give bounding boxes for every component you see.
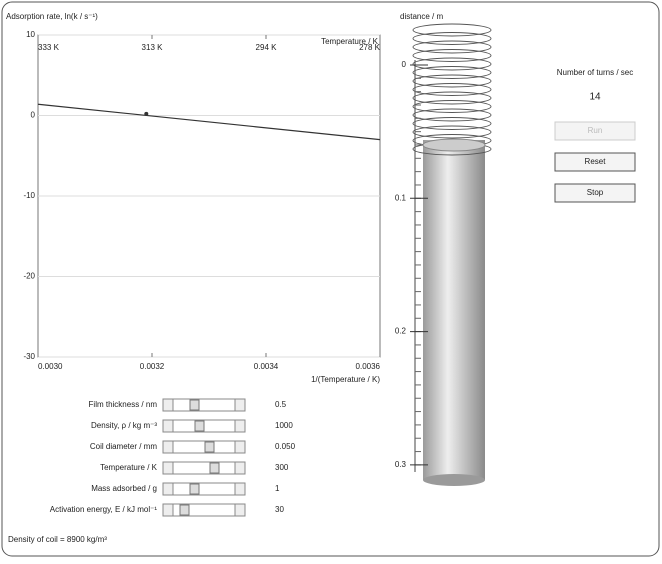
control-value: 0.5 xyxy=(275,400,287,409)
coil-turn xyxy=(412,40,492,54)
coil-turn xyxy=(412,83,492,96)
top-tick-label: 278 K xyxy=(359,43,381,52)
slider-thumb[interactable] xyxy=(204,441,215,453)
x-tick-label: 0.0030 xyxy=(38,362,63,371)
slider-left-arrow[interactable] xyxy=(162,482,174,496)
slider-left-arrow[interactable] xyxy=(162,398,174,412)
scale-label: distance / m xyxy=(400,12,443,21)
x-axis-label: 1/(Temperature / K) xyxy=(311,375,380,384)
coil-turn xyxy=(412,23,492,37)
slider-track[interactable] xyxy=(162,398,246,412)
slider-right-arrow[interactable] xyxy=(234,398,246,412)
coil-turn xyxy=(412,100,492,113)
control-label: Film thickness / nm xyxy=(89,400,158,409)
top-tick-label: 333 K xyxy=(38,43,60,52)
scale-tick-label: 0 xyxy=(402,60,407,69)
y-tick-label: 0 xyxy=(31,111,36,120)
control-value: 1 xyxy=(275,484,280,493)
top-axis-label: Temperature / K xyxy=(321,37,379,46)
slider-thumb[interactable] xyxy=(209,462,220,474)
y-tick-label: -10 xyxy=(23,191,35,200)
coil-turn xyxy=(412,117,492,130)
slider-track[interactable] xyxy=(162,482,246,496)
cylinder xyxy=(423,140,485,480)
slider-left-arrow[interactable] xyxy=(162,419,174,433)
slider-thumb[interactable] xyxy=(179,504,190,516)
button-label[interactable]: Reset xyxy=(585,157,607,166)
button[interactable] xyxy=(554,183,636,203)
button-label[interactable]: Stop xyxy=(587,188,604,197)
coil-turn xyxy=(412,91,492,105)
x-tick-label: 0.0036 xyxy=(356,362,381,371)
x-tick-label: 0.0034 xyxy=(254,362,279,371)
top-tick-label: 294 K xyxy=(256,43,278,52)
slider-left-arrow[interactable] xyxy=(162,440,174,454)
y-tick-label: -20 xyxy=(23,272,35,281)
button-label[interactable]: Run xyxy=(588,126,603,135)
control-label: Temperature / K xyxy=(100,463,158,472)
button[interactable] xyxy=(554,121,636,141)
x-tick-label: 0.0032 xyxy=(140,362,165,371)
slider-track[interactable] xyxy=(162,440,246,454)
top-tick-label: 313 K xyxy=(142,43,164,52)
coil xyxy=(412,23,492,156)
scale-tick-label: 0.3 xyxy=(395,460,407,469)
y-tick-label: -30 xyxy=(23,352,35,361)
slider-right-arrow[interactable] xyxy=(234,419,246,433)
slider-right-arrow[interactable] xyxy=(234,461,246,475)
counter-value: 14 xyxy=(589,92,601,103)
slider-left-arrow[interactable] xyxy=(162,503,174,517)
control-value: 1000 xyxy=(275,421,293,430)
cylinder-top xyxy=(422,138,486,152)
coil-turn xyxy=(412,108,492,122)
control-label: Mass adsorbed / g xyxy=(91,484,157,493)
cylinder-base xyxy=(423,474,485,486)
counter-label: Number of turns / sec xyxy=(557,68,633,77)
scale-tick-label: 0.2 xyxy=(395,327,407,336)
control-label: Coil diameter / mm xyxy=(90,442,157,451)
control-label: Density, ρ / kg m⁻³ xyxy=(91,421,157,430)
coil-turn xyxy=(412,57,492,71)
control-value: 0.050 xyxy=(275,442,296,451)
slider-track[interactable] xyxy=(162,461,246,475)
coil-turn xyxy=(412,32,492,45)
slider-left-arrow[interactable] xyxy=(162,461,174,475)
data-marker xyxy=(144,111,149,116)
button[interactable] xyxy=(554,152,636,172)
coil-turn xyxy=(412,125,492,139)
y-tick-label: 10 xyxy=(26,30,35,39)
coil-turn xyxy=(412,74,492,88)
slider-right-arrow[interactable] xyxy=(234,503,246,517)
control-value: 300 xyxy=(275,463,289,472)
slider-right-arrow[interactable] xyxy=(234,440,246,454)
footer: Density of coil = 8900 kg/m³ xyxy=(8,535,107,544)
slider-right-arrow[interactable] xyxy=(234,482,246,496)
slider-thumb[interactable] xyxy=(189,399,200,411)
control-label: Activation energy, E / kJ mol⁻¹ xyxy=(50,505,158,514)
coil-turn xyxy=(412,66,492,79)
scale-tick-label: 0.1 xyxy=(395,193,407,202)
slider-thumb[interactable] xyxy=(194,420,205,432)
data-line xyxy=(37,103,381,141)
slider-track[interactable] xyxy=(162,503,246,517)
slider-thumb[interactable] xyxy=(189,483,200,495)
control-value: 30 xyxy=(275,505,284,514)
coil-turn xyxy=(412,49,492,62)
y-axis-label: Adsorption rate, ln(k / s⁻¹) xyxy=(6,12,98,21)
